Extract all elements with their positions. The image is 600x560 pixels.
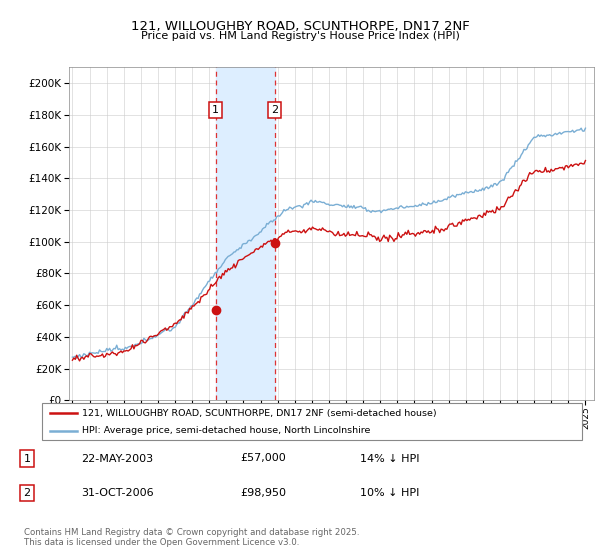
Text: 121, WILLOUGHBY ROAD, SCUNTHORPE, DN17 2NF (semi-detached house): 121, WILLOUGHBY ROAD, SCUNTHORPE, DN17 2… [83, 409, 437, 418]
Text: 1: 1 [212, 105, 219, 115]
Text: 10% ↓ HPI: 10% ↓ HPI [360, 488, 419, 498]
Bar [216, 67, 275, 400]
Text: Price paid vs. HM Land Registry's House Price Index (HPI): Price paid vs. HM Land Registry's House … [140, 31, 460, 41]
Text: 31-OCT-2006: 31-OCT-2006 [81, 488, 154, 498]
Text: HPI: Average price, semi-detached house, North Lincolnshire: HPI: Average price, semi-detached house,… [83, 426, 371, 435]
Text: 14% ↓ HPI: 14% ↓ HPI [360, 454, 419, 464]
Text: £98,950: £98,950 [240, 488, 286, 498]
FancyBboxPatch shape [42, 403, 582, 440]
Text: 1: 1 [23, 454, 31, 464]
Text: 121, WILLOUGHBY ROAD, SCUNTHORPE, DN17 2NF: 121, WILLOUGHBY ROAD, SCUNTHORPE, DN17 2… [131, 20, 469, 32]
Text: Contains HM Land Registry data © Crown copyright and database right 2025.
This d: Contains HM Land Registry data © Crown c… [24, 528, 359, 547]
Text: 2: 2 [23, 488, 31, 498]
Text: 2: 2 [271, 105, 278, 115]
Text: £57,000: £57,000 [240, 454, 286, 464]
Text: 22-MAY-2003: 22-MAY-2003 [81, 454, 153, 464]
